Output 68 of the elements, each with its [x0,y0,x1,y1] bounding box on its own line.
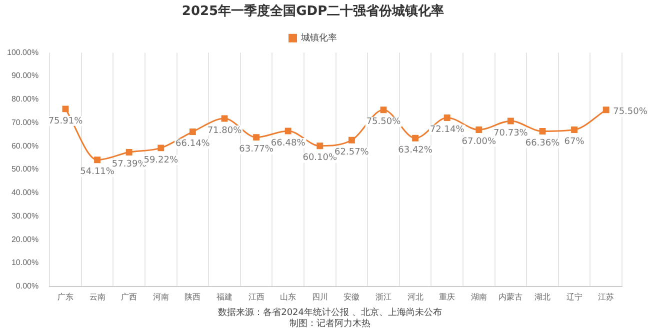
data-label: 54.11% [80,167,115,178]
x-tick-label: 湖南 [470,292,487,302]
data-label: 59.22% [144,155,178,166]
y-tick-label: 40.00% [11,188,39,198]
data-label: 66.36% [525,138,560,149]
x-tick-label: 广东 [57,292,74,302]
text: 制图：记者阿力木热 [288,319,372,330]
y-tick-label: 100.00% [6,48,39,57]
y-tick-label: 60.00% [11,141,39,150]
point [253,134,260,141]
point [62,106,69,112]
y-tick-label: 80.00% [11,94,39,104]
x-tick-label: 内蒙古 [498,292,523,302]
x-tick-label: 安徽 [344,292,360,302]
data-label: 62.57% [334,147,370,158]
data-label: 67.00% [462,137,496,148]
x-tick-label: 河北 [407,292,424,302]
point [380,106,387,114]
point [412,134,419,142]
data-label: 71.80% [207,126,242,136]
x-tick-label: 重庆 [439,292,456,302]
data-label: 66.14% [176,139,210,150]
y-tick-label: 0.00% [16,282,39,291]
point [602,106,610,114]
point [284,128,292,134]
x-tick-label: 广西 [121,292,138,302]
data-label: 66.48% [270,138,306,148]
point [221,115,228,122]
point [507,118,514,124]
x-tick-label: 湖北 [534,292,550,302]
x-tick-label: 江苏 [598,292,614,302]
y-tick-label: 20.00% [11,234,39,244]
point [158,144,164,152]
x-tick-label: 四川 [312,292,328,302]
data-label: 75.50% [366,117,402,128]
x-tick-label: 福建 [216,292,232,302]
data-label: 63.42% [398,145,433,156]
legend-label: 城镇化率 [300,32,337,43]
point [126,149,132,156]
point [476,126,482,133]
y-tick-label: 70.00% [11,118,39,127]
source-note: 数据来源：各省2024年统计公报 、北京、上海尚未公布 [217,308,443,318]
data-label: 70.73% [494,128,528,138]
y-tick-label: 10.00% [11,258,39,268]
point [189,128,196,135]
x-tick-label: 河南 [152,292,169,302]
point [348,136,355,144]
x-tick-label: 江西 [248,292,264,302]
y-tick-label: 90.00% [11,71,39,80]
x-tick-label: 浙江 [375,292,392,302]
point [539,128,546,134]
data-label: 60.10% [302,153,338,164]
x-tick-label: 陕西 [184,292,201,302]
chart-title: 2025年一季度全国GDP二十强省份城镇化率 [182,3,444,20]
x-tick-label: 云南 [89,292,106,302]
point [94,156,101,164]
y-tick-label: 30.00% [11,211,39,220]
x-tick-label: 山东 [280,292,296,302]
y-tick-label: 50.00% [11,164,39,174]
data-label: 72.14% [430,125,465,136]
data-label: 75.50% [613,107,648,118]
x-tick-label: 辽宁 [566,292,582,302]
data-label: 67% [564,137,585,148]
point [316,142,324,150]
data-label: 75.91% [48,116,84,126]
point [571,126,578,133]
data-label: 63.77% [239,144,274,155]
point [444,114,450,121]
